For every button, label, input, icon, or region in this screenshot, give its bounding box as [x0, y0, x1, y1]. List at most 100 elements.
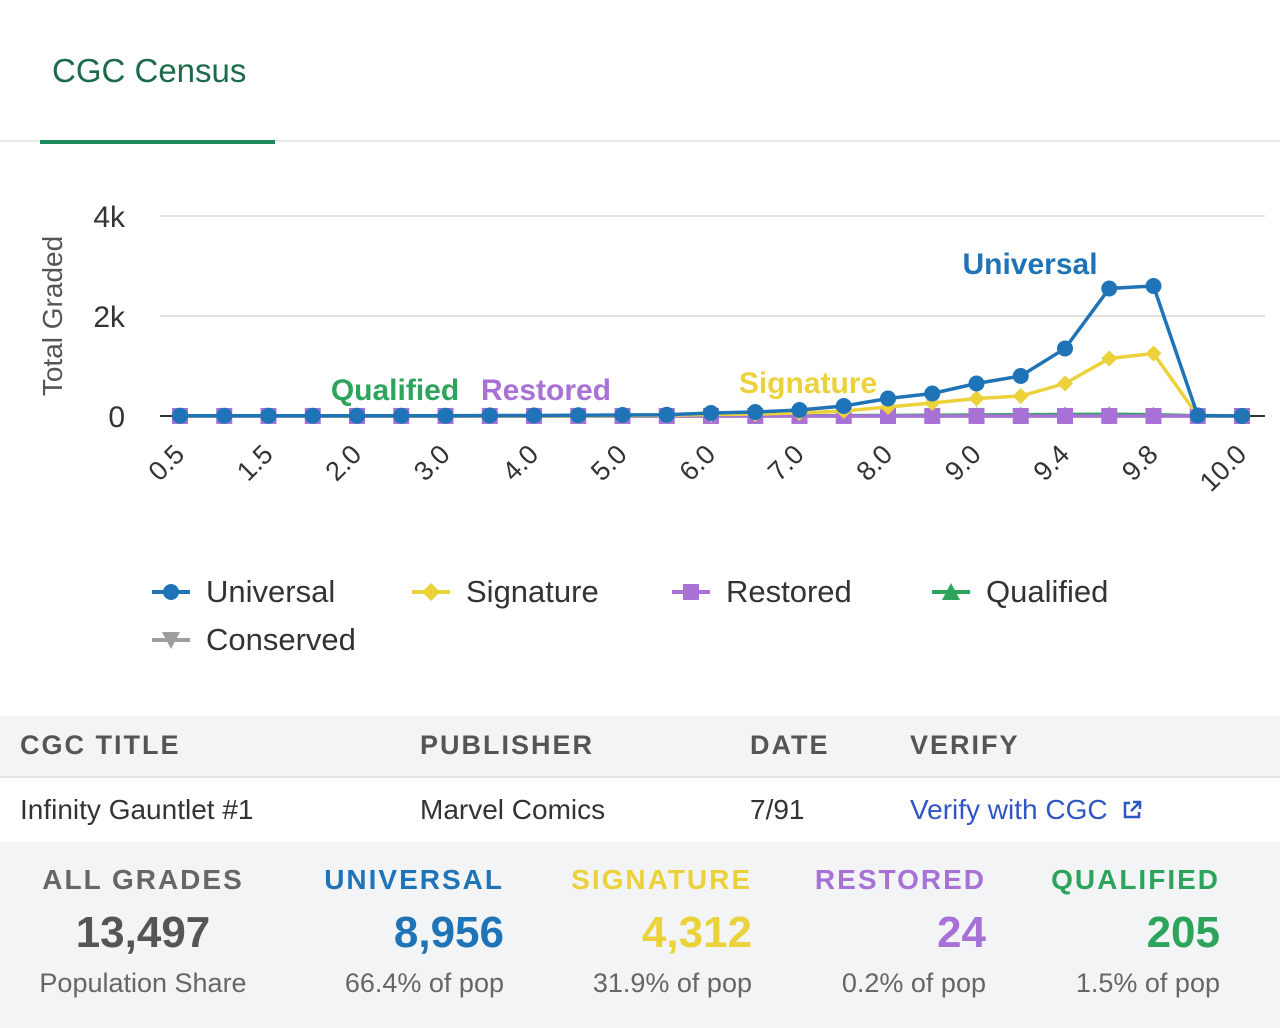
population-stats: ALL GRADES 13,497 Population Share UNIVE…	[0, 842, 1280, 1028]
tab-cgc-census[interactable]: CGC Census	[40, 0, 275, 144]
legend-item-universal[interactable]: Universal	[150, 572, 335, 612]
data-point-universal	[437, 407, 454, 424]
stat-label: QUALIFIED	[1051, 864, 1220, 895]
cell-publisher: Marvel Comics	[420, 794, 606, 825]
title-info-table: CGC TITLE PUBLISHER DATE VERIFY Infinity…	[0, 716, 1280, 843]
data-point-universal	[703, 405, 719, 421]
data-point-universal	[260, 407, 277, 424]
x-tick-label: 5.0	[585, 439, 633, 487]
legend-item-qualified[interactable]: Qualified	[930, 572, 1108, 612]
data-point-universal	[216, 407, 233, 424]
x-tick-label: 2.0	[319, 439, 367, 487]
legend-item-conserved[interactable]: Conserved	[150, 620, 356, 660]
series-annotation-qualified: Qualified	[331, 374, 459, 407]
data-point-signature	[1101, 350, 1118, 367]
data-point-universal	[393, 407, 410, 424]
table-row: Infinity Gauntlet #1 Marvel Comics 7/91 …	[0, 778, 1280, 843]
header-verify: VERIFY	[910, 730, 1020, 760]
data-point-universal	[880, 390, 896, 407]
stat-value: 24	[937, 908, 986, 957]
cell-title: Infinity Gauntlet #1	[20, 794, 254, 825]
stat-value: 8,956	[393, 908, 504, 957]
stat-label: SIGNATURE	[571, 864, 752, 895]
legend-label: Restored	[726, 574, 852, 609]
x-tick-label: 1.5	[231, 439, 279, 487]
x-tick-label: 7.0	[762, 439, 810, 487]
data-point-restored	[924, 407, 941, 424]
table-header: CGC TITLE PUBLISHER DATE VERIFY	[0, 716, 1280, 778]
external-link-icon	[1123, 800, 1141, 819]
data-point-universal	[968, 375, 985, 392]
data-point-universal	[304, 407, 321, 424]
data-point-restored	[1101, 407, 1118, 424]
legend-item-restored[interactable]: Restored	[670, 572, 852, 612]
legend-item-signature[interactable]: Signature	[410, 572, 599, 612]
data-point-universal	[658, 406, 675, 423]
y-axis-label: Total Graded	[37, 236, 68, 396]
cell-date: 7/91	[750, 794, 805, 825]
qualified-marker-icon	[932, 583, 970, 600]
conserved-marker-icon	[152, 632, 190, 649]
stat-qualified: QUALIFIED 205 1.5% of pop	[1020, 864, 1220, 1024]
data-point-universal	[1189, 407, 1206, 424]
stat-all-grades: ALL GRADES 13,497 Population Share	[32, 864, 254, 1024]
restored-marker-icon	[672, 584, 710, 600]
legend-label: Universal	[206, 574, 336, 609]
data-point-universal	[791, 402, 808, 418]
chart-legend: Universal Signature Restored Qualified C…	[150, 572, 1250, 672]
stat-sub: 31.9% of pop	[592, 968, 752, 998]
data-point-universal	[747, 404, 764, 420]
x-tick-label: 9.8	[1116, 439, 1164, 487]
data-point-universal	[835, 398, 852, 414]
stat-value: 13,497	[75, 908, 211, 957]
data-point-signature	[968, 390, 985, 407]
stat-value: 4,312	[641, 908, 752, 957]
data-point-universal	[349, 407, 365, 424]
data-point-universal	[614, 407, 631, 423]
x-tick-label: 6.0	[673, 439, 721, 487]
series-annotation-signature: Signature	[739, 367, 877, 400]
stat-label: RESTORED	[814, 864, 986, 895]
legend-label: Qualified	[986, 574, 1109, 609]
y-tick-label: 4k	[93, 201, 126, 234]
verify-link-label: Verify with CGC	[910, 794, 1108, 825]
verify-with-cgc-link[interactable]: Verify with CGC	[910, 794, 1144, 826]
tab-label: CGC Census	[52, 52, 247, 89]
stat-sub: 66.4% of pop	[344, 968, 504, 998]
legend-label: Conserved	[206, 622, 356, 657]
x-tick-label: 10.0	[1194, 439, 1252, 497]
x-tick-label: 3.0	[408, 439, 456, 487]
data-point-restored	[968, 407, 985, 424]
data-point-signature	[1145, 345, 1162, 362]
header-date: DATE	[750, 730, 830, 760]
stat-universal: UNIVERSAL 8,956 66.4% of pop	[300, 864, 504, 1024]
y-tick-label: 2k	[93, 301, 126, 334]
stat-value: 205	[1146, 908, 1220, 957]
data-point-signature	[1012, 388, 1029, 404]
signature-marker-icon	[412, 583, 450, 601]
x-tick-label: 9.0	[939, 439, 987, 487]
stat-sub: Population Share	[39, 968, 247, 998]
legend-label: Signature	[466, 574, 599, 609]
census-chart: 0 2k 4k Total Graded 0.5 1.5 2.0 3.0 4.0 5.0 6.0 7.…	[37, 201, 1265, 497]
header-publisher: PUBLISHER	[420, 730, 595, 760]
data-point-universal	[1057, 340, 1073, 357]
tab-active-indicator	[40, 140, 275, 144]
x-tick-label: 4.0	[496, 439, 544, 487]
data-point-restored	[1012, 407, 1029, 424]
data-point-universal	[924, 385, 941, 402]
stat-restored: RESTORED 24 0.2% of pop	[786, 864, 986, 1024]
data-point-restored	[1057, 407, 1073, 424]
data-point-restored	[1145, 407, 1162, 424]
data-point-universal	[481, 407, 498, 424]
series-annotation-restored: Restored	[481, 374, 611, 407]
stat-label: ALL GRADES	[42, 864, 244, 895]
data-point-restored	[880, 407, 896, 424]
data-point-signature	[1057, 375, 1073, 392]
tab-bar: CGC Census	[0, 0, 1280, 144]
stat-sub: 0.2% of pop	[841, 968, 986, 998]
x-tick-label: 8.0	[850, 439, 898, 487]
data-point-universal	[570, 407, 587, 424]
stat-label: UNIVERSAL	[324, 864, 504, 895]
series-annotation-universal: Universal	[962, 248, 1097, 281]
